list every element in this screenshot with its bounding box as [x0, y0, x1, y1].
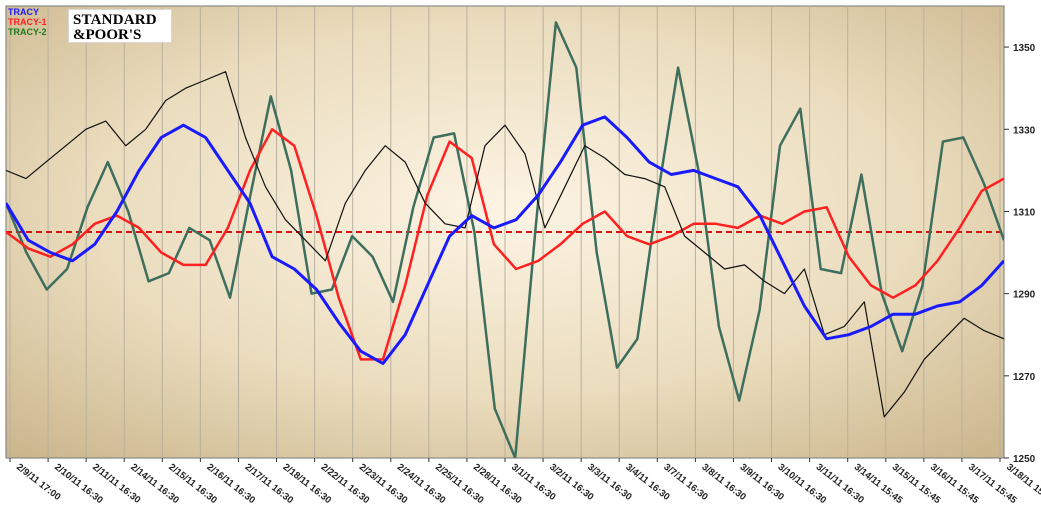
y-tick-label: 1310	[1013, 207, 1036, 218]
y-tick-label: 1290	[1013, 290, 1036, 301]
price-line	[6, 71, 1004, 418]
y-axis: 1250 1270 1290 1310 1330 1350	[1004, 43, 1036, 465]
logo-line-1: STANDARD	[73, 12, 157, 28]
y-tick-label: 1270	[1013, 372, 1036, 383]
legend: TRACY TRACY-1 TRACY-2	[8, 7, 47, 37]
legend-item-tracy-2: TRACY-2	[8, 27, 47, 37]
legend-item-tracy: TRACY	[8, 7, 39, 17]
logo-line-2: &POOR'S	[73, 27, 142, 43]
series-tracy-line	[6, 115, 1004, 365]
legend-item-tracy-1: TRACY-1	[8, 17, 47, 27]
x-axis: 2/9/11 17:002/10/11 16:302/11/11 16:302/…	[9, 458, 1041, 507]
series-tracy-2-line	[6, 21, 1004, 458]
y-tick-label: 1330	[1013, 125, 1036, 136]
y-tick-label: 1350	[1013, 43, 1036, 54]
vertical-gridlines	[9, 6, 1001, 458]
series-layer	[6, 21, 1004, 458]
sp-logo: STANDARD &POOR'S	[68, 9, 172, 43]
series-tracy-1-line	[6, 128, 1004, 361]
y-tick-label: 1250	[1013, 454, 1036, 465]
